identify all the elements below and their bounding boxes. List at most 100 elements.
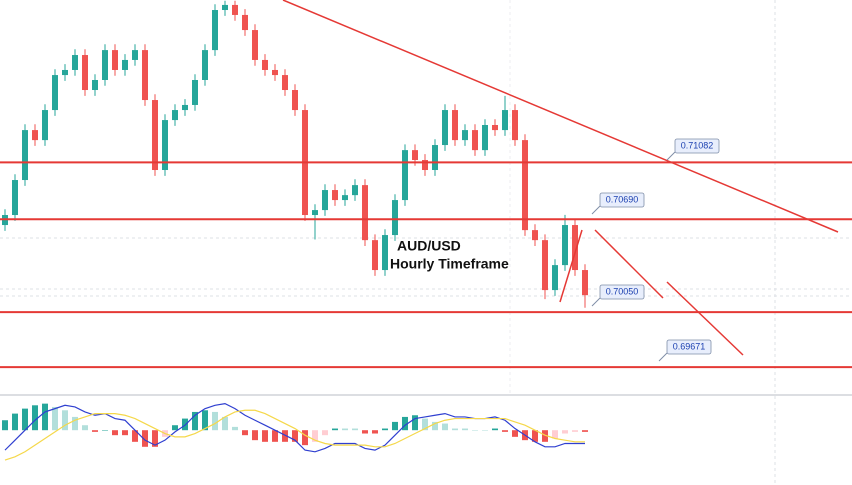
candle-body [482, 125, 488, 151]
histogram-bar [232, 426, 238, 431]
histogram-bar [342, 428, 348, 431]
histogram-bar [472, 430, 478, 431]
candle-body [112, 50, 118, 70]
candle-body [442, 110, 448, 146]
label-pointer [666, 151, 676, 161]
candle-body [472, 130, 478, 151]
candle-body [332, 190, 338, 201]
histogram-bar [372, 430, 378, 434]
histogram-bar [482, 430, 488, 431]
label-box [599, 192, 645, 208]
histogram-bar [362, 430, 368, 434]
histogram-bar [112, 430, 118, 436]
candle-body [422, 159, 428, 171]
histogram-bar [562, 430, 568, 434]
candle-body [102, 50, 108, 80]
level-label: 0.70050 [606, 286, 639, 296]
histogram-bar [452, 428, 458, 431]
histogram-bar [332, 428, 338, 431]
histogram-bar [552, 430, 558, 439]
candle-body [72, 55, 78, 70]
candle-body [32, 130, 38, 141]
histogram-bar [122, 430, 128, 436]
macd-line [4, 403, 585, 453]
histogram-bar [22, 408, 28, 431]
level-label: 0.71082 [681, 140, 714, 150]
histogram-bar [32, 405, 38, 431]
candle-body [542, 240, 548, 291]
trendline [282, 0, 839, 233]
histogram-bar [272, 430, 278, 442]
candle-body [382, 235, 388, 271]
histogram-bar [512, 430, 518, 437]
candle-body [522, 140, 528, 231]
histogram-bar [202, 410, 208, 431]
candle-body [232, 4, 238, 15]
candle-body [242, 14, 248, 31]
histogram-bar [52, 406, 58, 431]
histogram-bar [132, 430, 138, 442]
histogram-bar [242, 430, 248, 436]
histogram-bar [172, 425, 178, 431]
candle-body [372, 240, 378, 271]
candle-body [562, 225, 568, 266]
histogram-bar [142, 430, 148, 447]
candle-body [292, 90, 298, 111]
histogram-bar [432, 421, 438, 431]
histogram-bar [72, 416, 78, 431]
annotation: Hourly Timeframe [390, 256, 509, 272]
candle-body [552, 265, 558, 291]
histogram-bar [392, 421, 398, 431]
histogram-bar [352, 428, 358, 431]
candle-body [282, 75, 288, 91]
label-pointer [591, 205, 601, 215]
candle-body [52, 75, 58, 111]
macd-pane [2, 403, 588, 461]
label-box [599, 284, 645, 300]
candle-body [192, 79, 198, 105]
candle-body [362, 185, 368, 241]
histogram-bar [292, 430, 298, 442]
drawn-line [666, 281, 744, 356]
histogram-bar [462, 428, 468, 431]
histogram-bar [92, 430, 98, 432]
candle-body [312, 210, 318, 216]
level-label: 0.70690 [606, 194, 639, 204]
histogram-bar [262, 430, 268, 442]
drawings [282, 0, 839, 356]
histogram-bar [152, 430, 158, 447]
candle-body [412, 150, 418, 160]
histogram-bar [572, 430, 578, 432]
candle-body [322, 190, 328, 211]
histogram-bar [282, 430, 288, 442]
histogram-bar [532, 430, 538, 442]
candle-body [92, 79, 98, 91]
candle-body [12, 180, 18, 216]
candle-body [392, 200, 398, 236]
candle-body [252, 30, 258, 60]
candle-body [172, 110, 178, 121]
histogram-bar [492, 428, 498, 431]
candle-body [222, 4, 228, 11]
histogram-bar [442, 423, 448, 431]
candle-body [202, 50, 208, 80]
drawn-line [594, 229, 664, 299]
candle-body [62, 69, 68, 76]
histogram-bar [382, 428, 388, 431]
label-pointer [591, 297, 601, 307]
histogram-bar [502, 430, 508, 432]
histogram-bar [412, 415, 418, 431]
candle-body [582, 270, 588, 296]
level-label: 0.69671 [673, 341, 706, 351]
candle-body [132, 50, 138, 60]
label-box [666, 339, 712, 355]
candle-body [352, 185, 358, 196]
histogram-bar [402, 416, 408, 431]
drawn-line [559, 229, 583, 303]
label-box [674, 138, 720, 154]
candle-body [142, 50, 148, 101]
label-pointer [658, 352, 668, 362]
annotation: AUD/USD [397, 238, 461, 254]
histogram-bar [2, 420, 8, 431]
